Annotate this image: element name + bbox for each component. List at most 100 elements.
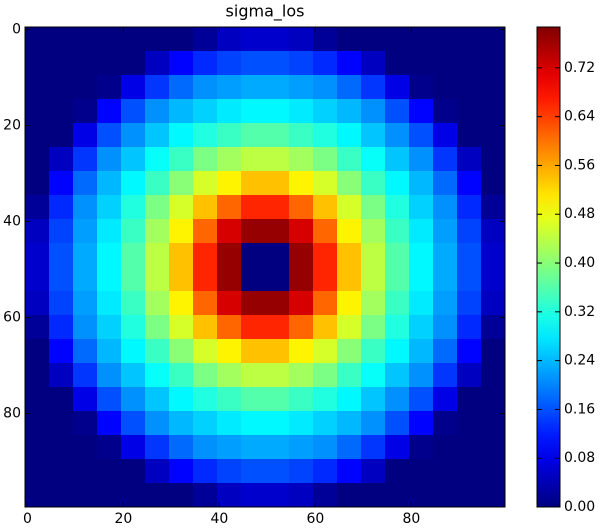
heatmap-cell xyxy=(265,27,290,52)
heatmap-cell xyxy=(121,123,146,148)
heatmap-cell xyxy=(409,483,434,508)
heatmap-cell xyxy=(193,27,218,52)
heatmap-cell xyxy=(145,195,170,220)
heatmap-cell xyxy=(481,171,506,196)
heatmap-cell xyxy=(169,75,194,100)
heatmap-cell xyxy=(313,315,338,340)
heatmap-cell xyxy=(97,51,122,76)
heatmap-cell xyxy=(49,195,74,220)
heatmap-cell xyxy=(193,363,218,388)
heatmap-cell xyxy=(121,171,146,196)
heatmap-cell xyxy=(337,123,362,148)
heatmap-cell xyxy=(49,243,74,268)
heatmap-cell xyxy=(145,171,170,196)
heatmap-cell xyxy=(241,459,266,484)
heatmap-cell xyxy=(361,51,386,76)
heatmap-cell xyxy=(433,27,458,52)
colorbar-tick-label: 0.16 xyxy=(564,401,595,417)
heatmap-cell xyxy=(313,99,338,124)
heatmap-cell xyxy=(241,435,266,460)
heatmap-cell xyxy=(217,267,242,292)
heatmap-cell xyxy=(193,51,218,76)
heatmap-cell xyxy=(289,339,314,364)
heatmap-cell xyxy=(385,243,410,268)
heatmap-cell xyxy=(337,459,362,484)
heatmap-cell xyxy=(385,99,410,124)
heatmap-cell xyxy=(313,459,338,484)
heatmap-cell xyxy=(337,27,362,52)
heatmap-cell xyxy=(49,219,74,244)
heatmap-cell xyxy=(97,27,122,52)
heatmap-cell xyxy=(265,339,290,364)
heatmap-cell xyxy=(25,267,50,292)
heatmap-cell xyxy=(289,435,314,460)
heatmap-cell xyxy=(409,123,434,148)
heatmap-cell xyxy=(25,219,50,244)
heatmap-cell xyxy=(25,147,50,172)
heatmap-cell xyxy=(49,411,74,436)
heatmap-cell xyxy=(193,435,218,460)
heatmap-cell xyxy=(73,171,98,196)
heatmap-cell xyxy=(385,339,410,364)
colorbar-tick-label: 0.32 xyxy=(564,304,595,320)
heatmap-cell xyxy=(457,171,482,196)
heatmap-cell xyxy=(289,363,314,388)
heatmap-cell xyxy=(337,291,362,316)
heatmap-cell xyxy=(313,411,338,436)
heatmap-cell xyxy=(193,99,218,124)
heatmap-cell xyxy=(265,267,290,292)
colorbar-tick-label: 0.40 xyxy=(564,255,595,271)
heatmap-cell xyxy=(313,123,338,148)
heatmap-cell xyxy=(289,99,314,124)
heatmap-cell xyxy=(97,171,122,196)
heatmap-cell xyxy=(145,291,170,316)
heatmap-cell xyxy=(481,267,506,292)
heatmap-cell xyxy=(169,51,194,76)
heatmap-cell xyxy=(289,243,314,268)
heatmap-cell xyxy=(193,171,218,196)
heatmap-cell xyxy=(409,51,434,76)
heatmap-cell xyxy=(241,27,266,52)
heatmap-cell xyxy=(169,243,194,268)
heatmap-cell xyxy=(121,387,146,412)
heatmap-cell xyxy=(433,411,458,436)
heatmap-cell xyxy=(409,75,434,100)
heatmap-cell xyxy=(25,363,50,388)
heatmap-cell xyxy=(217,315,242,340)
heatmap-cell xyxy=(49,339,74,364)
heatmap-cell xyxy=(145,147,170,172)
heatmap-cell xyxy=(169,267,194,292)
heatmap-cell xyxy=(457,315,482,340)
heatmap-cell xyxy=(385,195,410,220)
heatmap-cell xyxy=(361,459,386,484)
x-tick-label: 20 xyxy=(114,511,132,524)
heatmap-cell xyxy=(97,99,122,124)
heatmap-cell xyxy=(433,99,458,124)
heatmap-cell xyxy=(385,459,410,484)
heatmap-cell xyxy=(409,243,434,268)
heatmap-cell xyxy=(361,363,386,388)
heatmap-cell xyxy=(313,243,338,268)
heatmap-cell xyxy=(289,27,314,52)
heatmap-cell xyxy=(145,243,170,268)
heatmap-cell xyxy=(289,75,314,100)
heatmap-cell xyxy=(289,291,314,316)
heatmap-cell xyxy=(481,219,506,244)
heatmap-cell xyxy=(73,459,98,484)
heatmap-cell xyxy=(73,363,98,388)
heatmap-cell xyxy=(217,123,242,148)
heatmap-cell xyxy=(241,243,266,268)
heatmap-cell xyxy=(49,363,74,388)
heatmap-cell xyxy=(121,363,146,388)
heatmap-cell xyxy=(409,267,434,292)
heatmap-cell xyxy=(361,123,386,148)
heatmap-cell xyxy=(193,219,218,244)
heatmap-cell xyxy=(193,339,218,364)
heatmap-cell xyxy=(193,411,218,436)
heatmap-cell xyxy=(265,75,290,100)
heatmap-cell xyxy=(289,315,314,340)
heatmap-cell xyxy=(241,339,266,364)
heatmap-cell xyxy=(121,483,146,508)
heatmap-cell xyxy=(169,411,194,436)
heatmap-cell xyxy=(481,315,506,340)
